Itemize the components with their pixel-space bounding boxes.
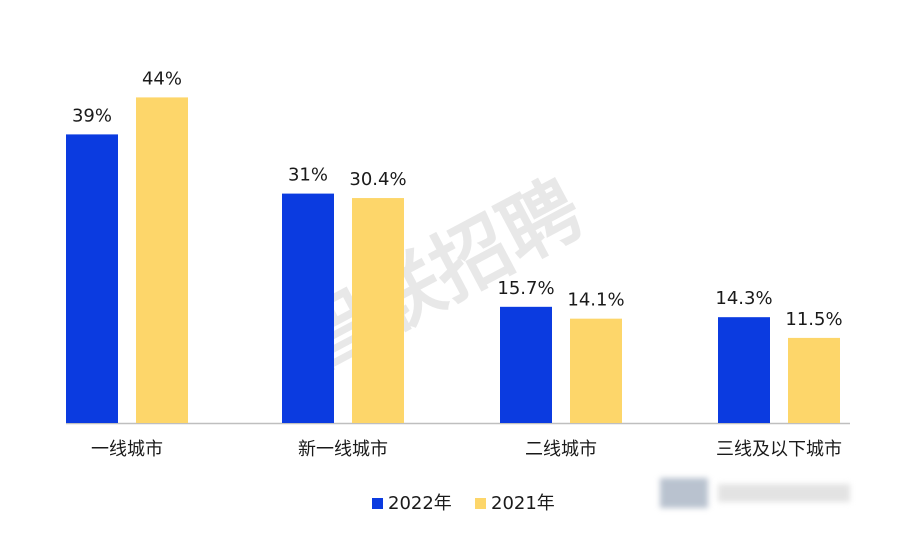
data-label: 14.1% bbox=[567, 290, 624, 311]
bar-series-2022-3 bbox=[718, 317, 770, 423]
category-tick-label: 新一线城市 bbox=[298, 439, 388, 460]
bar-series-2022-0 bbox=[66, 134, 118, 423]
data-label: 30.4% bbox=[349, 169, 406, 190]
legend-swatch bbox=[475, 498, 486, 509]
data-label: 14.3% bbox=[715, 288, 772, 309]
data-label: 31% bbox=[288, 165, 328, 186]
bar-series-2022-1 bbox=[282, 193, 334, 423]
bar-series-2021-2 bbox=[570, 318, 622, 423]
data-label: 39% bbox=[72, 105, 112, 126]
bar-series-2021-3 bbox=[788, 337, 840, 423]
bar-series-2021-1 bbox=[352, 198, 404, 423]
blurred-avatar-image bbox=[660, 478, 708, 508]
data-label: 11.5% bbox=[785, 309, 842, 330]
legend-label: 2022年 bbox=[388, 493, 452, 514]
category-tick-label: 一线城市 bbox=[91, 439, 163, 460]
legend-label: 2021年 bbox=[491, 493, 555, 514]
bar-series-2022-2 bbox=[500, 306, 552, 423]
category-tick-label: 二线城市 bbox=[525, 439, 597, 460]
data-label: 44% bbox=[142, 68, 182, 89]
bar-series-2021-0 bbox=[136, 97, 188, 424]
category-tick-label: 三线及以下城市 bbox=[716, 439, 842, 460]
blurred-name-image bbox=[718, 484, 850, 502]
legend-swatch bbox=[372, 498, 383, 509]
data-label: 15.7% bbox=[497, 278, 554, 299]
